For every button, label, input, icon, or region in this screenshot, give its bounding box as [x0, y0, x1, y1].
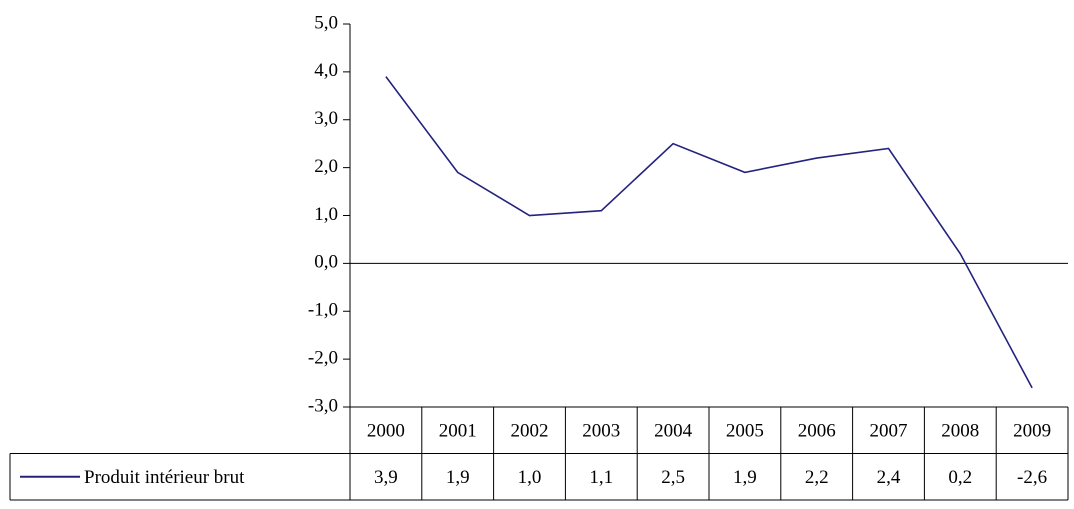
data-label: 2,5 [661, 467, 685, 488]
data-label: 2,4 [877, 467, 901, 488]
x-tick-label: 2001 [439, 421, 477, 442]
y-tick-label: -1,0 [308, 300, 338, 321]
data-label: 1,0 [518, 467, 542, 488]
x-tick-label: 2000 [367, 421, 405, 442]
y-tick-label: 4,0 [314, 60, 338, 81]
data-label: -2,6 [1017, 467, 1047, 488]
data-label: 3,9 [374, 467, 398, 488]
x-tick-label: 2009 [1013, 421, 1051, 442]
y-tick-label: -2,0 [308, 347, 338, 368]
data-label: 0,2 [948, 467, 972, 488]
data-label: 1,9 [733, 467, 757, 488]
y-tick-label: 5,0 [314, 12, 338, 33]
data-label: 1,1 [589, 467, 613, 488]
y-tick-label: 0,0 [314, 252, 338, 273]
x-tick-label: 2004 [654, 421, 693, 442]
y-tick-label: 2,0 [314, 156, 338, 177]
data-label: 1,9 [446, 467, 470, 488]
y-tick-label: 1,0 [314, 204, 338, 225]
x-tick-label: 2003 [582, 421, 620, 442]
y-tick-label: 3,0 [314, 108, 338, 129]
x-tick-label: 2007 [870, 421, 908, 442]
series-line [385, 76, 1033, 389]
x-tick-label: 2008 [941, 421, 979, 442]
x-tick-label: 2005 [726, 421, 764, 442]
data-label: 2,2 [805, 467, 829, 488]
x-tick-label: 2002 [511, 421, 549, 442]
legend-label: Produit intérieur brut [84, 467, 245, 488]
x-tick-label: 2006 [798, 421, 836, 442]
y-tick-label: -3,0 [308, 395, 338, 416]
